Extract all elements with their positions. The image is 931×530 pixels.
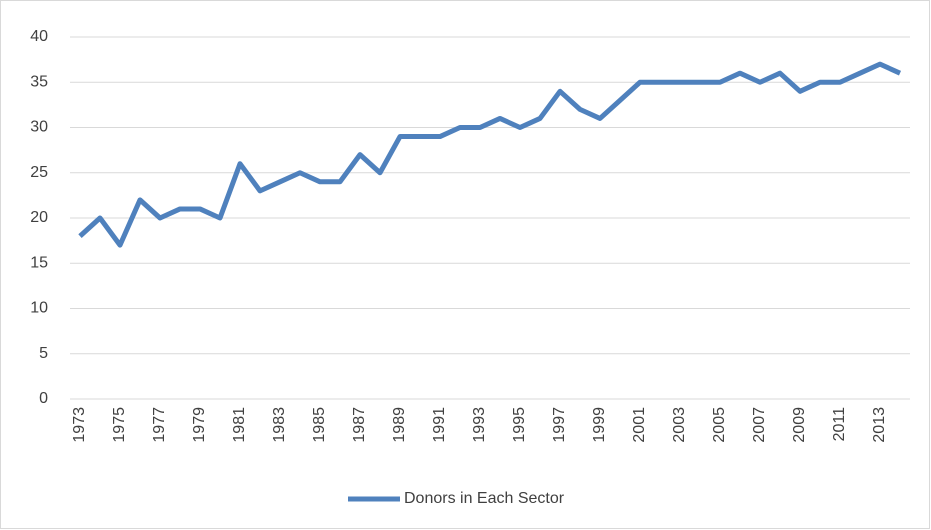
x-tick-label: 1991 [431, 407, 448, 443]
x-tick-label: 2011 [831, 407, 848, 442]
x-tick-label: 1981 [231, 407, 248, 443]
y-tick-label: 0 [39, 390, 48, 407]
x-tick-label: 1995 [511, 407, 528, 443]
y-tick-label: 10 [30, 300, 48, 317]
x-tick-label: 1999 [591, 407, 608, 443]
x-tick-label: 1997 [551, 407, 568, 443]
y-tick-label: 40 [30, 28, 48, 45]
y-tick-label: 35 [30, 73, 48, 90]
data-line [78, 61, 902, 248]
x-tick-label: 1987 [351, 407, 368, 443]
x-tick-label: 1989 [391, 407, 408, 443]
y-tick-label: 30 [30, 119, 48, 136]
x-tick-label: 1973 [71, 407, 88, 443]
x-tick-label: 2001 [631, 407, 648, 443]
x-tick-label: 1975 [111, 407, 128, 443]
x-tick-label: 2009 [791, 407, 808, 443]
y-tick-label: 20 [30, 209, 48, 226]
x-tick-label: 2007 [751, 407, 768, 443]
x-tick-label: 1977 [151, 407, 168, 443]
y-tick-label: 5 [39, 345, 48, 362]
x-tick-label: 1979 [191, 407, 208, 443]
x-tick-label: 2003 [671, 407, 688, 443]
x-tick-label: 2005 [711, 407, 728, 443]
y-tick-label: 15 [30, 254, 48, 271]
x-tick-label: 1993 [471, 407, 488, 443]
legend-label: Donors in Each Sector [404, 490, 565, 507]
x-tick-label: 2013 [871, 407, 888, 443]
y-tick-label: 25 [30, 164, 48, 181]
x-tick-label: 1983 [271, 407, 288, 443]
x-tick-label: 1985 [311, 407, 328, 443]
